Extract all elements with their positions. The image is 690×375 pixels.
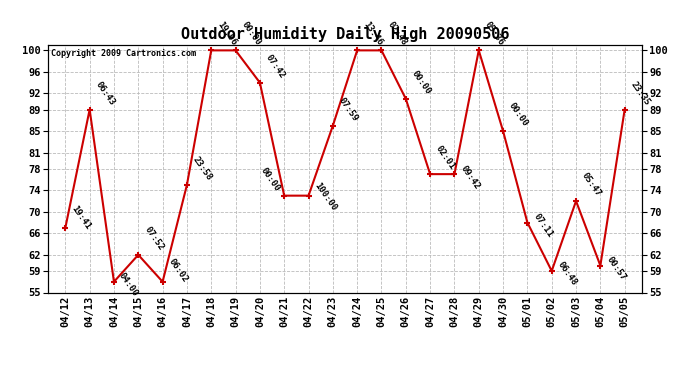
Text: 100:00: 100:00 bbox=[313, 181, 339, 212]
Text: 02:48: 02:48 bbox=[386, 20, 408, 48]
Text: 02:01: 02:01 bbox=[434, 144, 457, 171]
Text: 06:43: 06:43 bbox=[94, 80, 117, 107]
Text: 09:42: 09:42 bbox=[459, 164, 482, 191]
Text: 07:11: 07:11 bbox=[531, 212, 554, 239]
Text: 07:42: 07:42 bbox=[264, 53, 287, 80]
Text: 06:02: 06:02 bbox=[167, 257, 190, 285]
Text: 07:59: 07:59 bbox=[337, 96, 359, 123]
Text: 00:00: 00:00 bbox=[259, 166, 282, 193]
Text: 13:46: 13:46 bbox=[362, 20, 384, 48]
Text: 00:00: 00:00 bbox=[507, 101, 530, 128]
Text: 06:48: 06:48 bbox=[556, 261, 579, 288]
Title: Outdoor Humidity Daily High 20090506: Outdoor Humidity Daily High 20090506 bbox=[181, 27, 509, 42]
Text: 00:00: 00:00 bbox=[239, 20, 262, 48]
Text: 19:41: 19:41 bbox=[70, 204, 92, 231]
Text: 00:57: 00:57 bbox=[604, 255, 627, 282]
Text: 07:52: 07:52 bbox=[142, 225, 165, 252]
Text: 05:36: 05:36 bbox=[483, 20, 506, 48]
Text: 19:06: 19:06 bbox=[215, 20, 238, 48]
Text: Copyright 2009 Cartronics.com: Copyright 2009 Cartronics.com bbox=[51, 49, 196, 58]
Text: 23:35: 23:35 bbox=[629, 80, 651, 107]
Text: 05:47: 05:47 bbox=[580, 171, 603, 198]
Text: 00:00: 00:00 bbox=[410, 69, 433, 96]
Text: 23:58: 23:58 bbox=[191, 155, 214, 182]
Text: 04:00: 04:00 bbox=[117, 271, 139, 298]
